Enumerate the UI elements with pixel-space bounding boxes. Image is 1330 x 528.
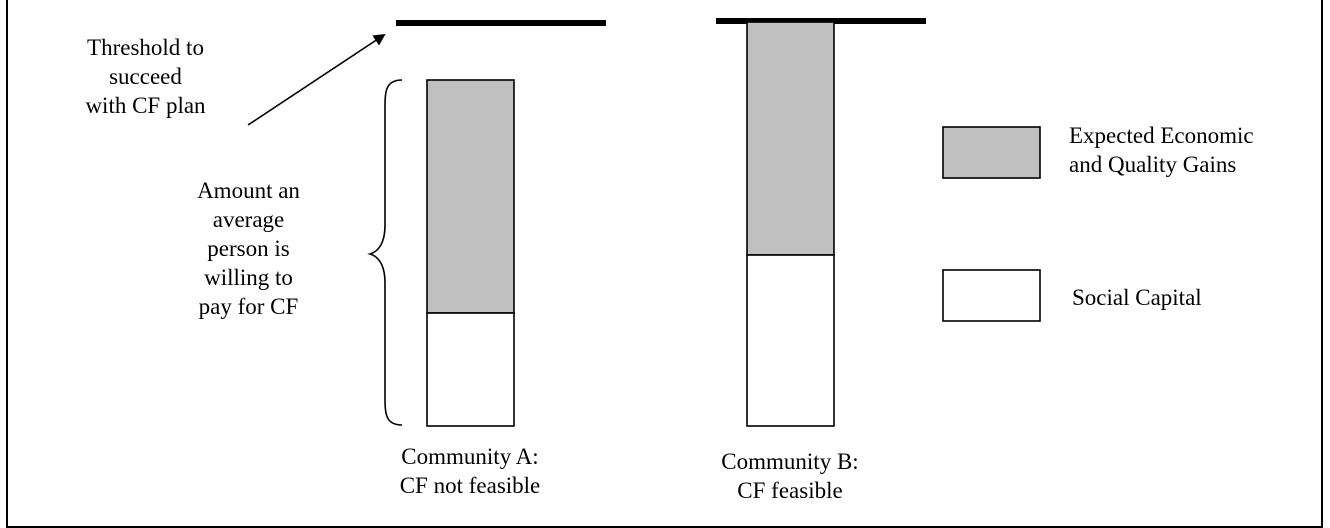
community-a-gains-segment [426, 79, 515, 314]
threshold-arrow [247, 33, 386, 126]
willingness-label: Amount an average person is willing to p… [197, 178, 300, 319]
community-b-social-capital-segment [746, 254, 835, 427]
willingness-brace [367, 79, 403, 426]
community-b-label: Community B: CF feasible [721, 449, 859, 503]
community-a-social-capital-segment [426, 312, 515, 427]
legend-label-social-capital: Social Capital [1072, 285, 1202, 310]
threshold-label: Threshold to succeed with CF plan [85, 35, 206, 118]
legend-swatch-gains [942, 126, 1041, 179]
legend-swatch-social-capital [942, 269, 1041, 322]
community-b-gains-segment [746, 21, 835, 256]
community-a-label: Community A: CF not feasible [399, 444, 541, 498]
legend-label-gains: Expected Economic and Quality Gains [1069, 123, 1254, 177]
